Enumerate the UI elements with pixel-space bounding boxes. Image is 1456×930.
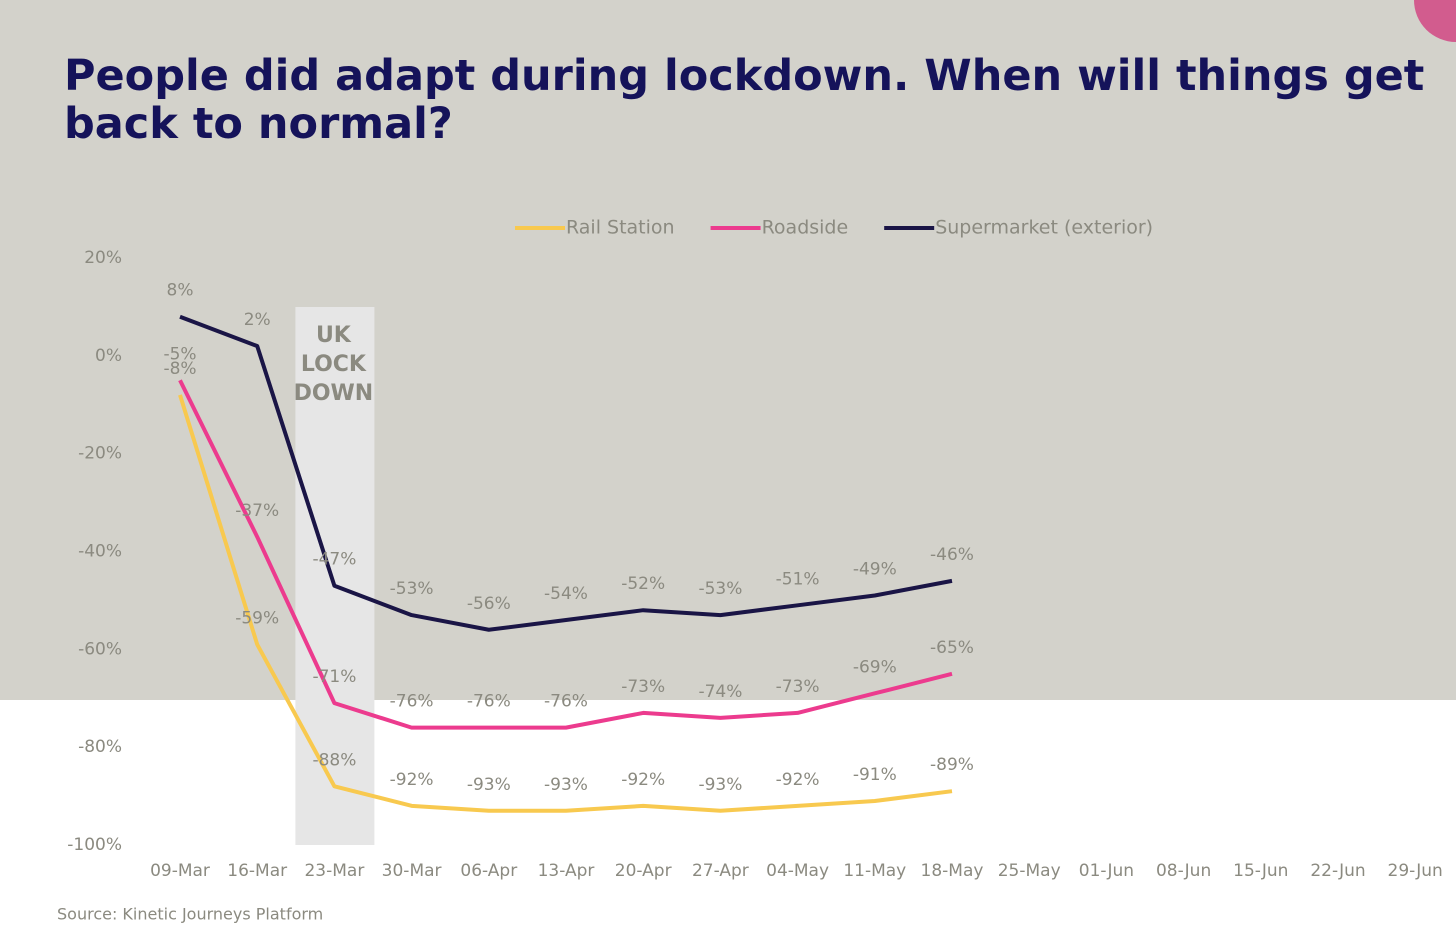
chart-title: People did adapt during lockdown. When w… xyxy=(64,51,1425,149)
x-tick-label: 15-Jun xyxy=(1233,861,1288,881)
data-label: -49% xyxy=(853,560,897,580)
data-label: -92% xyxy=(776,770,820,790)
data-label: -71% xyxy=(312,667,356,687)
data-label: -47% xyxy=(312,550,356,570)
x-tick-label: 13-Apr xyxy=(538,861,595,881)
x-tick-label: 11-May xyxy=(843,861,906,881)
series-line xyxy=(179,314,953,632)
data-label: -73% xyxy=(621,677,665,697)
data-label: -52% xyxy=(621,574,665,594)
annotation: UK xyxy=(316,323,352,348)
data-label: -91% xyxy=(853,765,897,785)
y-tick-label: 20% xyxy=(84,248,122,268)
data-label: -93% xyxy=(698,775,742,795)
x-tick-label: 20-Apr xyxy=(615,861,672,881)
source: Source: Kinetic Journeys Platform xyxy=(57,905,323,924)
x-tick-label: 16-Mar xyxy=(227,861,287,881)
x-tick-label: 04-May xyxy=(766,861,829,881)
x-tick-label: 06-Apr xyxy=(460,861,517,881)
data-label: 8% xyxy=(167,281,194,301)
x-tick-label: 27-Apr xyxy=(692,861,749,881)
data-label: -51% xyxy=(776,569,820,589)
data-label: -93% xyxy=(544,775,588,795)
data-label: -46% xyxy=(930,545,974,565)
data-label: -73% xyxy=(776,677,820,697)
y-tick-label: -100% xyxy=(67,835,122,855)
annotation: DOWN xyxy=(294,381,374,406)
x-tick-label: 08-Jun xyxy=(1156,861,1211,881)
data-label: -76% xyxy=(390,692,434,712)
y-tick-label: -40% xyxy=(78,542,122,562)
y-tick-label: -60% xyxy=(78,639,122,659)
data-label: -74% xyxy=(698,682,742,702)
series-line xyxy=(178,394,953,813)
data-label: -76% xyxy=(544,692,588,712)
series-line xyxy=(178,379,953,730)
x-tick-label: 29-Jun xyxy=(1388,861,1443,881)
annotation: LOCK xyxy=(301,352,367,377)
data-label: -69% xyxy=(853,657,897,677)
y-tick-label: -20% xyxy=(78,444,122,464)
decoration xyxy=(1414,0,1456,42)
data-label: -92% xyxy=(621,770,665,790)
x-tick-label: 30-Mar xyxy=(382,861,442,881)
y-tick-label: -80% xyxy=(78,737,122,757)
data-label: -5% xyxy=(163,344,196,364)
data-label: -53% xyxy=(390,579,434,599)
data-label: -92% xyxy=(390,770,434,790)
x-tick-label: 23-Mar xyxy=(304,861,364,881)
data-label: 2% xyxy=(244,310,271,330)
legend-label: Supermarket (exterior) xyxy=(935,217,1153,239)
data-label: -54% xyxy=(544,584,588,604)
x-tick-label: 01-Jun xyxy=(1079,861,1134,881)
x-tick-label: 25-May xyxy=(998,861,1061,881)
x-tick-label: 18-May xyxy=(921,861,984,881)
data-label: -53% xyxy=(698,579,742,599)
x-tick-label: 22-Jun xyxy=(1310,861,1365,881)
data-label: -88% xyxy=(312,750,356,770)
y-tick-label: 0% xyxy=(95,346,122,366)
data-label: -37% xyxy=(235,501,279,521)
legend-label: Roadside xyxy=(762,217,849,239)
data-label: -76% xyxy=(467,692,511,712)
x-tick-label: 09-Mar xyxy=(150,861,210,881)
data-label: -8% xyxy=(163,359,196,379)
lockdown-band xyxy=(295,307,375,845)
data-label: -93% xyxy=(467,775,511,795)
data-label: -56% xyxy=(467,594,511,614)
data-label: -59% xyxy=(235,608,279,628)
legend-label: Rail Station xyxy=(566,217,675,239)
background xyxy=(0,0,1456,700)
data-label: -89% xyxy=(930,755,974,775)
data-label: -65% xyxy=(930,638,974,658)
